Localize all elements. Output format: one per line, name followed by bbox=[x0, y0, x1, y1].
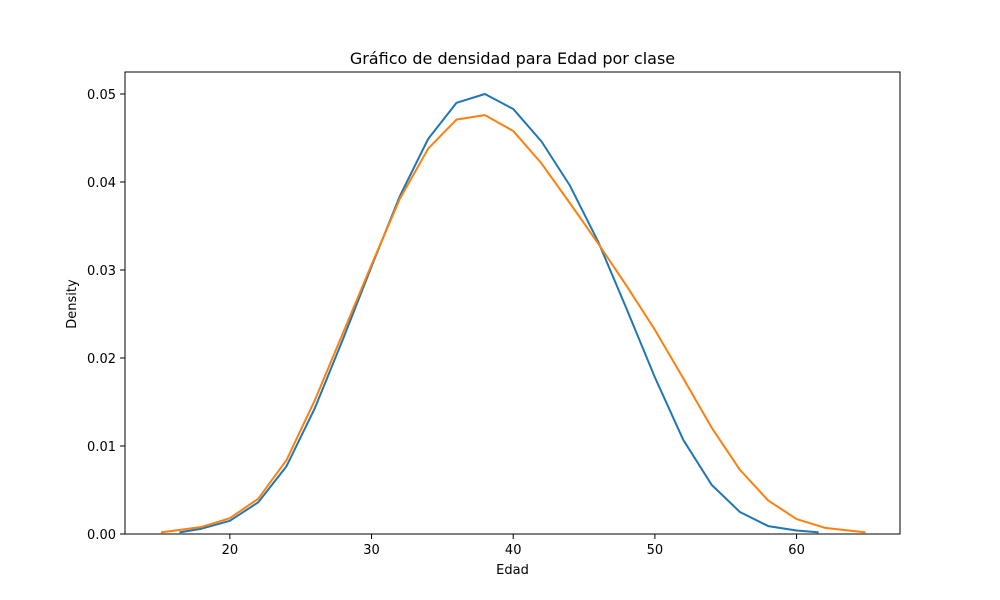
plot-area bbox=[124, 71, 901, 535]
axes-frame bbox=[124, 71, 901, 535]
chart-title: Gráfico de densidad para Edad por clase bbox=[350, 49, 675, 68]
y-tick-label: 0.05 bbox=[87, 88, 116, 103]
y-tick-label: 0.04 bbox=[87, 176, 116, 191]
x-tick-label: 20 bbox=[222, 543, 239, 558]
x-axis-label: Edad bbox=[496, 563, 529, 578]
x-tick-label: 50 bbox=[647, 543, 664, 558]
x-tick-label: 60 bbox=[788, 543, 805, 558]
y-tick-label: 0.02 bbox=[87, 352, 116, 367]
x-axis: 20 30 40 50 60 bbox=[222, 534, 805, 558]
y-axis-label: Density bbox=[65, 279, 80, 329]
x-tick-label: 40 bbox=[505, 543, 522, 558]
y-tick-label: 0.01 bbox=[87, 440, 116, 455]
y-tick-label: 0.00 bbox=[87, 528, 116, 543]
x-tick-label: 30 bbox=[363, 543, 380, 558]
density-line-2 bbox=[160, 114, 866, 534]
density-line-1 bbox=[179, 93, 819, 534]
y-axis: 0.00 0.01 0.02 0.03 0.04 0.05 bbox=[87, 88, 125, 543]
y-tick-label: 0.03 bbox=[87, 264, 116, 279]
